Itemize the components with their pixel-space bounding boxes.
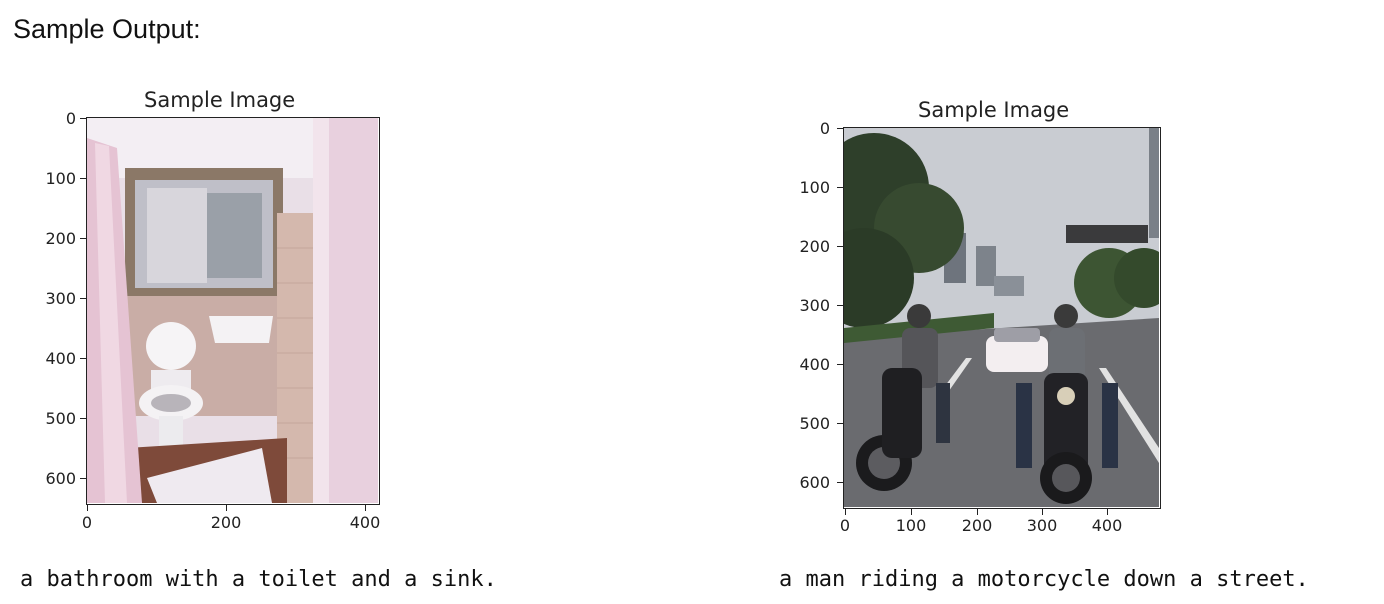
y-tick-mark: [837, 187, 843, 188]
y-tick-mark: [80, 118, 86, 119]
y-tick-label: 500: [799, 414, 830, 433]
y-tick-label: 100: [45, 169, 76, 188]
y-tick-label: 600: [45, 469, 76, 488]
sample-image-bathroom: [86, 117, 380, 505]
image-caption: a man riding a motorcycle down a street.: [779, 567, 1309, 592]
y-tick-label: 500: [45, 409, 76, 428]
x-tick-mark: [226, 505, 227, 511]
y-tick-label: 100: [799, 178, 830, 197]
y-tick-label: 400: [799, 355, 830, 374]
x-tick-mark: [977, 509, 978, 515]
y-tick-label: 200: [799, 237, 830, 256]
x-tick-label: 0: [81, 513, 93, 532]
y-tick-mark: [80, 418, 86, 419]
y-tick-mark: [837, 364, 843, 365]
x-tick-label: 200: [210, 513, 242, 532]
sample-image-motorcycle: [843, 127, 1161, 509]
plot-title: Sample Image: [918, 98, 1070, 122]
y-tick-label: 400: [45, 349, 76, 368]
y-tick-mark: [80, 478, 86, 479]
image-caption: a bathroom with a toilet and a sink.: [20, 567, 497, 592]
x-tick-mark: [845, 509, 846, 515]
y-tick-mark: [837, 246, 843, 247]
page-heading: Sample Output:: [13, 14, 201, 44]
x-tick-label: 200: [961, 516, 993, 535]
x-tick-mark: [911, 509, 912, 515]
x-tick-label: 400: [1091, 516, 1123, 535]
y-tick-mark: [837, 423, 843, 424]
x-tick-label: 100: [895, 516, 927, 535]
y-tick-mark: [80, 358, 86, 359]
y-tick-mark: [80, 178, 86, 179]
x-tick-label: 0: [839, 516, 851, 535]
x-tick-mark: [1107, 509, 1108, 515]
x-tick-label: 300: [1026, 516, 1058, 535]
plot-title: Sample Image: [144, 88, 296, 112]
x-tick-mark: [87, 505, 88, 511]
y-tick-mark: [837, 305, 843, 306]
y-tick-label: 0: [819, 119, 830, 138]
y-tick-mark: [837, 128, 843, 129]
x-tick-mark: [365, 505, 366, 511]
y-tick-mark: [80, 298, 86, 299]
y-tick-label: 200: [45, 229, 76, 248]
x-tick-mark: [1042, 509, 1043, 515]
y-tick-mark: [80, 238, 86, 239]
y-tick-label: 300: [799, 296, 830, 315]
x-tick-label: 400: [349, 513, 381, 532]
y-tick-mark: [837, 482, 843, 483]
y-tick-label: 0: [65, 109, 76, 128]
y-tick-label: 300: [45, 289, 76, 308]
y-tick-label: 600: [799, 473, 830, 492]
